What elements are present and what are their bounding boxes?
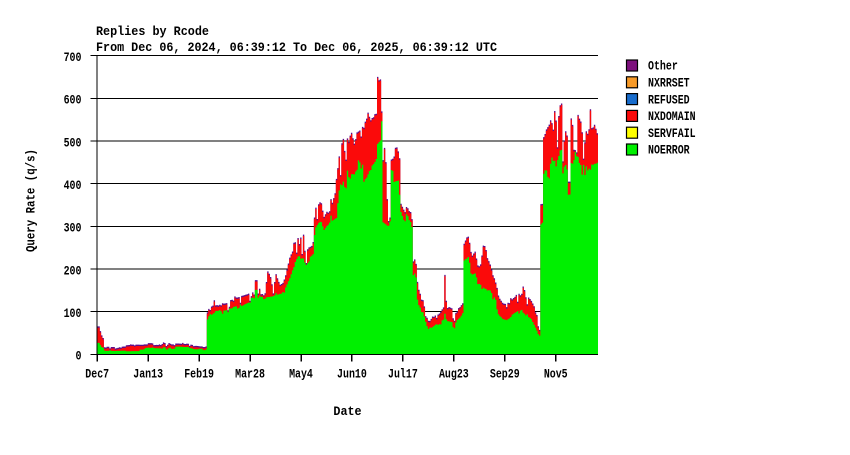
svg-text:600: 600 xyxy=(64,93,82,108)
svg-text:May4: May4 xyxy=(289,367,313,382)
svg-text:300: 300 xyxy=(64,221,82,236)
svg-text:NOERROR: NOERROR xyxy=(648,143,690,158)
svg-text:400: 400 xyxy=(64,178,82,193)
svg-text:Jul17: Jul17 xyxy=(388,367,418,382)
svg-text:Jan13: Jan13 xyxy=(133,367,163,382)
svg-text:Replies by Rcode: Replies by Rcode xyxy=(96,24,209,39)
svg-text:100: 100 xyxy=(64,306,82,321)
svg-text:Feb19: Feb19 xyxy=(184,367,214,382)
svg-text:Jun10: Jun10 xyxy=(337,367,367,382)
svg-text:REFUSED: REFUSED xyxy=(648,92,690,107)
svg-text:200: 200 xyxy=(64,263,82,278)
svg-text:0: 0 xyxy=(76,349,82,364)
svg-text:Query Rate (q/s): Query Rate (q/s) xyxy=(24,149,39,252)
svg-text:Mar28: Mar28 xyxy=(235,367,265,382)
svg-text:Aug23: Aug23 xyxy=(439,367,469,382)
svg-text:From Dec 06, 2024, 06:39:12 To: From Dec 06, 2024, 06:39:12 To Dec 06, 2… xyxy=(96,40,497,55)
svg-text:Other: Other xyxy=(648,59,678,74)
svg-text:500: 500 xyxy=(64,135,82,150)
svg-text:NXRRSET: NXRRSET xyxy=(648,76,690,91)
svg-text:700: 700 xyxy=(64,50,82,65)
svg-text:SERVFAIL: SERVFAIL xyxy=(648,126,696,141)
svg-text:Nov5: Nov5 xyxy=(544,367,568,382)
svg-text:NXDOMAIN: NXDOMAIN xyxy=(648,109,696,124)
svg-text:Dec7: Dec7 xyxy=(85,367,109,382)
svg-text:Sep29: Sep29 xyxy=(490,367,520,382)
svg-text:Date: Date xyxy=(333,404,361,419)
